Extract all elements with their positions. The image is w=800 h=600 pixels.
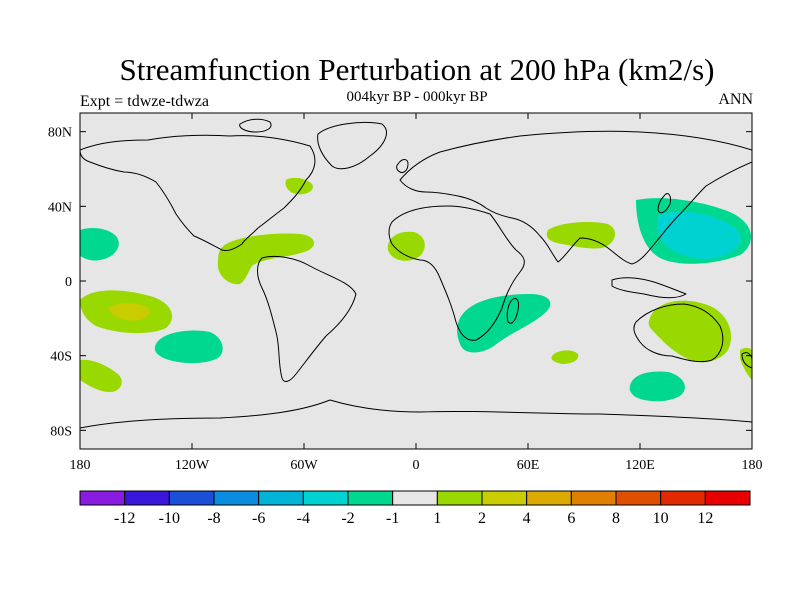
axis-ticks [79,113,753,449]
coast-new-zealand [741,352,752,369]
colorbar-label: -6 [252,510,265,527]
colorbar-swatch [168,490,215,506]
x-tick-label: 180 [70,458,91,473]
experiment-label: Expt = tdwze-tdwza [80,93,209,110]
anomaly-region [80,228,119,261]
colorbar-label: 10 [653,510,669,527]
anomaly-region [217,233,315,285]
anomaly-field [80,177,752,402]
anomaly-region [154,330,223,364]
coast-british-isles [396,159,409,173]
colorbar-swatch [302,490,349,506]
x-tick-label: 0 [413,458,420,473]
y-tick-label: 0 [65,275,72,290]
anomaly-region [648,300,732,363]
axis-tick-labels: 180 120W 60W 0 60E 120E 180 80N 40N 0 40S 80S [48,126,763,473]
colorbar [79,490,751,506]
colorbar-swatch [392,490,438,506]
coast-greenland [317,121,387,170]
anomaly-region [108,303,150,321]
colorbar-swatch [704,490,751,506]
anomaly-region [657,211,741,259]
colorbar-label: 12 [697,510,713,527]
y-tick-label: 80N [48,126,72,141]
x-tick-label: 120W [175,458,210,473]
x-tick-label: 60W [290,458,318,473]
colorbar-label: -12 [114,510,135,527]
colorbar-label: -1 [386,510,399,527]
coast-madagascar [506,297,519,324]
colorbar-swatch [570,490,617,506]
anomaly-region [551,350,579,364]
anomaly-region [80,359,122,392]
colorbar-swatch [124,490,170,506]
x-tick-label: 120E [625,458,655,473]
colorbar-label: 6 [567,510,575,527]
colorbar-label: -4 [297,510,310,527]
coast-europe-asia [399,130,752,265]
colorbar-swatch [615,490,662,506]
colorbar-label: 1 [433,510,441,527]
coast-arctic-islands [239,118,272,133]
colorbar-swatch [258,490,304,506]
colorbar-swatch [526,490,572,506]
x-tick-label: 60E [517,458,540,473]
coast-africa [388,205,525,341]
y-tick-label: 40N [48,200,72,215]
colorbar-label: -10 [159,510,180,527]
colorbar-label: -8 [207,510,220,527]
anomaly-region [285,177,313,195]
coast-japan [657,193,671,214]
colorbar-swatch [481,490,528,506]
coastlines [80,118,752,429]
season-label: ANN [718,91,753,108]
colorbar-label: 8 [612,510,620,527]
coast-australia [633,303,724,363]
coast-indonesia [611,277,687,299]
chart-title: Streamfunction Perturbation at 200 hPa (… [119,52,715,87]
coast-antarctica [80,399,752,429]
colorbar-label: -2 [341,510,354,527]
colorbar-swatch [347,490,394,506]
coast-north-america [80,134,316,251]
x-tick-label: 180 [742,458,763,473]
colorbar-swatch [79,490,126,506]
anomaly-region [387,231,425,261]
colorbar-swatch [436,490,483,506]
chart-subtitle: 004kyr BP - 000kyr BP [346,89,488,105]
y-tick-label: 80S [50,424,72,439]
colorbar-swatch [213,490,260,506]
anomaly-region [629,371,685,402]
colorbar-label: 4 [523,510,531,527]
y-tick-label: 40S [50,350,72,365]
coast-south-america [257,255,357,382]
colorbar-label: 2 [478,510,486,527]
colorbar-labels: -12 -10 -8 -6 -4 -2 -1 1 2 4 6 8 10 12 [114,510,713,527]
colorbar-swatch [660,490,706,506]
